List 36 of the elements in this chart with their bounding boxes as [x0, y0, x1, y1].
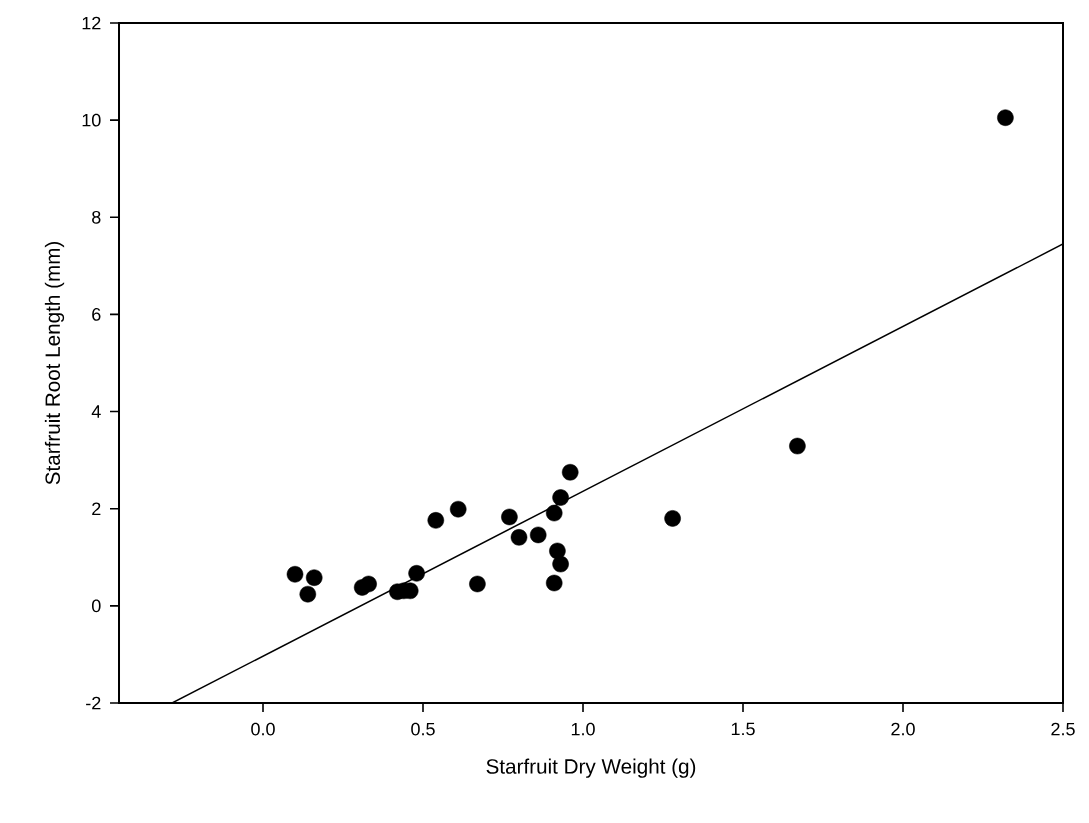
point	[789, 437, 806, 455]
x-tick-label: 2.0	[891, 722, 915, 736]
y-tick-label: 12	[82, 16, 101, 30]
x-axis-title: Starfruit Dry Weight (g)	[486, 758, 696, 778]
point	[305, 569, 323, 586]
point	[549, 542, 566, 560]
point	[299, 585, 317, 603]
point	[664, 510, 681, 527]
point	[360, 575, 377, 593]
point	[510, 529, 528, 546]
point	[545, 504, 563, 522]
y-tick-label: 4	[91, 405, 101, 418]
x-tick-label: 0.0	[251, 722, 275, 736]
point	[545, 574, 563, 592]
point	[529, 526, 547, 544]
y-tick-label: 2	[92, 502, 101, 515]
x-tick-label: 1.0	[571, 722, 595, 736]
y-tick-label: -2	[86, 696, 101, 710]
x-tick-label: 0.5	[411, 722, 435, 736]
point	[501, 508, 518, 526]
point	[997, 109, 1014, 126]
point	[408, 565, 425, 582]
x-tick-label: 1.5	[731, 722, 755, 736]
y-tick-label: 8	[92, 210, 101, 224]
point	[561, 464, 579, 481]
point	[449, 500, 467, 518]
y-tick-label: 10	[82, 113, 101, 127]
x-tick-label: 2.5	[1051, 722, 1075, 736]
point	[552, 489, 569, 506]
point	[469, 575, 486, 593]
point	[552, 555, 569, 573]
y-tick-label: 6	[92, 308, 101, 321]
y-axis-title: Starfruit Root Length (mm)	[44, 241, 65, 485]
point	[427, 512, 445, 529]
point	[286, 566, 304, 583]
y-tick-label: 0	[91, 599, 101, 613]
